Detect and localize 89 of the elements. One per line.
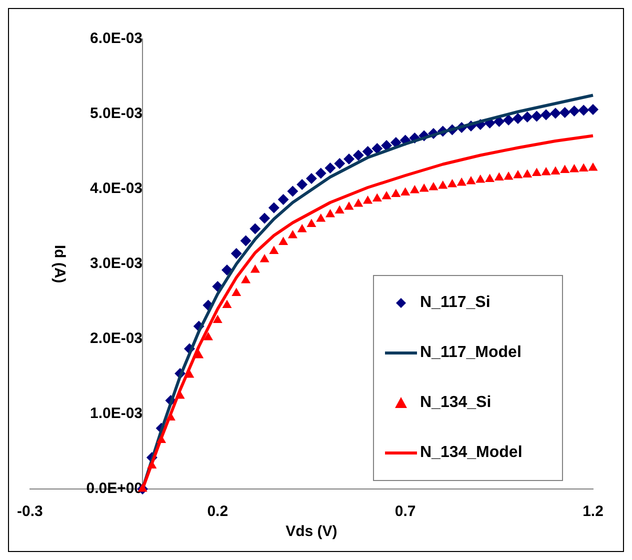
point (344, 154, 354, 164)
point (306, 173, 317, 184)
legend-label: N_117_Si (420, 294, 490, 312)
x-tick-label: 1.2 (582, 503, 604, 520)
point (287, 186, 298, 197)
point (419, 184, 429, 192)
point (362, 146, 374, 157)
x-tick-label: 0.7 (394, 503, 416, 520)
point (250, 264, 260, 273)
point (531, 110, 542, 122)
point (390, 137, 402, 148)
point (569, 164, 579, 172)
point (194, 350, 204, 358)
point (352, 150, 364, 161)
point (550, 166, 560, 174)
point (466, 176, 476, 184)
point (324, 162, 336, 174)
y-axis-title: Id (A) (51, 244, 68, 284)
point (559, 107, 570, 118)
point (372, 143, 383, 154)
point (269, 246, 279, 254)
y-tick-label: 3.0E-03 (90, 255, 143, 272)
point (325, 209, 335, 218)
point (381, 140, 392, 151)
x-tick-label: -0.3 (16, 503, 43, 520)
point (485, 174, 495, 182)
point (315, 168, 326, 179)
point (568, 106, 580, 116)
point (447, 179, 457, 188)
point (316, 214, 326, 222)
point (578, 104, 590, 116)
point (428, 182, 438, 190)
legend-label: N_134_Model (420, 444, 522, 462)
point (550, 108, 561, 119)
point (494, 172, 504, 180)
point (222, 300, 232, 308)
point (578, 163, 588, 172)
point (540, 109, 552, 120)
point (288, 230, 298, 238)
y-tick-label: 1.0E-03 (90, 405, 143, 422)
point (278, 194, 289, 205)
point (306, 218, 316, 227)
point (382, 191, 392, 200)
point (334, 205, 344, 214)
point (588, 104, 598, 115)
point (400, 187, 410, 196)
point (232, 288, 242, 296)
point (504, 172, 514, 180)
point (240, 235, 252, 246)
x-tick-label: 0.2 (207, 503, 228, 520)
point (588, 162, 598, 171)
point (268, 202, 280, 214)
point (260, 254, 270, 262)
point (363, 196, 373, 204)
y-tick-label: 6.0E-03 (90, 30, 143, 48)
point (541, 167, 551, 176)
point (503, 114, 514, 126)
point (512, 113, 524, 124)
y-tick-label: 2.0E-03 (90, 330, 143, 348)
point (560, 164, 570, 173)
point (250, 223, 261, 234)
point (334, 158, 346, 169)
point (513, 170, 523, 178)
legend-label: N_134_Si (420, 394, 492, 412)
point (532, 168, 542, 176)
point (344, 202, 354, 210)
point (522, 169, 532, 178)
y-tick-label: 4.0E-03 (90, 180, 143, 198)
y-tick-label: 5.0E-03 (90, 105, 143, 122)
point (259, 212, 270, 224)
point (278, 236, 288, 245)
point (438, 180, 448, 189)
point (456, 178, 466, 186)
point (372, 193, 382, 202)
point (296, 179, 308, 190)
point (522, 112, 533, 122)
point (241, 275, 251, 284)
point (476, 174, 486, 183)
point (230, 248, 242, 259)
point (297, 224, 307, 232)
point (354, 198, 364, 207)
point (222, 264, 232, 276)
point (203, 332, 213, 340)
point (391, 188, 401, 197)
point (494, 116, 505, 127)
x-axis-title: Vds (V) (286, 523, 338, 540)
legend-label: N_117_Model (420, 344, 522, 362)
point (410, 185, 420, 194)
point (212, 314, 222, 323)
